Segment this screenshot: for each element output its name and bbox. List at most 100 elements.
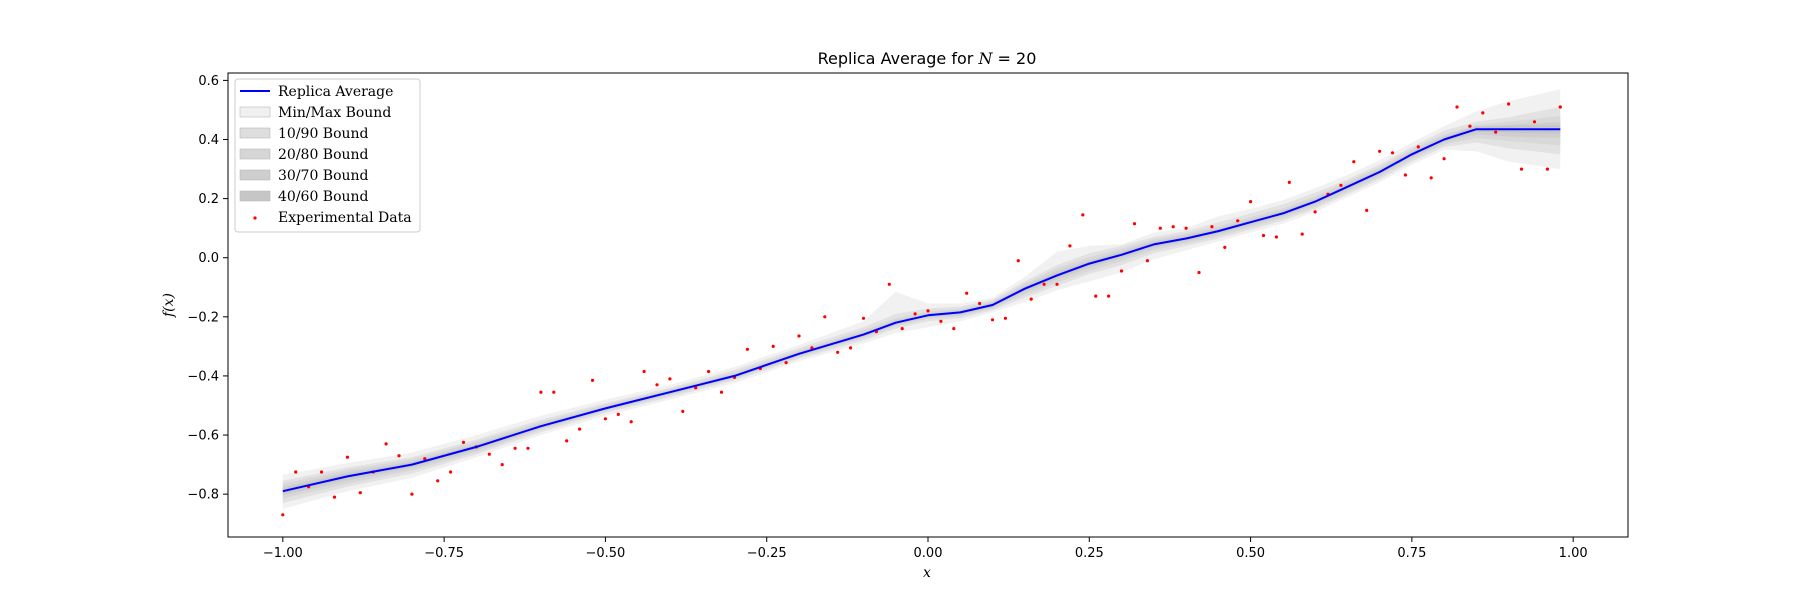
data-point	[887, 282, 891, 286]
data-point	[1197, 270, 1201, 275]
data-point	[1416, 145, 1420, 149]
legend-frame	[234, 78, 421, 233]
data-point	[771, 344, 775, 348]
x-tick-label: −1.00	[263, 546, 303, 561]
data-point	[603, 417, 608, 421]
data-point	[578, 427, 582, 431]
chart-title: Replica Average for N = 20	[818, 49, 1037, 68]
data-point	[358, 491, 362, 495]
data-point	[978, 301, 982, 306]
data-point	[1532, 120, 1537, 124]
y-axis-label: f(x)	[161, 293, 177, 318]
legend-30-70-bound-label: 30/70 Bound	[278, 168, 369, 184]
legend-replica-average-label: Replica Average	[278, 84, 393, 100]
replica-average-line	[282, 128, 1561, 493]
y-tick-label: −0.6	[187, 429, 219, 444]
x-tick-label: 0.75	[1397, 546, 1426, 561]
data-point	[952, 327, 956, 331]
data-point	[1287, 180, 1291, 184]
data-point	[423, 457, 427, 461]
data-point	[849, 346, 853, 350]
data-point	[1158, 226, 1162, 230]
y-tick-label: −0.8	[187, 488, 219, 503]
y-tick-label: 0.0	[198, 251, 219, 266]
data-point	[1545, 167, 1549, 171]
y-tick-label: 0.2	[198, 192, 219, 207]
x-tick-label: −0.75	[424, 546, 464, 561]
y-axis: −0.8 −0.6 −0.4 −0.2 0.0 0.2 0.4 0.6	[187, 74, 228, 503]
data-point	[861, 316, 866, 320]
data-point	[784, 361, 788, 365]
legend-min-max-bound-swatch	[239, 106, 271, 118]
data-point	[1261, 233, 1266, 238]
x-tick-label: 1.00	[1559, 546, 1588, 561]
data-point	[1442, 157, 1446, 161]
data-point	[461, 440, 466, 444]
legend-experimental-data-swatch	[253, 216, 257, 220]
data-point	[1378, 149, 1382, 153]
data-point	[332, 495, 337, 499]
band-20-80-bound	[282, 115, 1561, 499]
data-point	[719, 390, 724, 394]
legend-experimental-data-label: Experimental Data	[278, 210, 412, 226]
legend-30-70-bound-swatch	[239, 169, 271, 181]
x-tick-label: 0.00	[914, 546, 943, 561]
data-point	[1481, 111, 1485, 115]
data-point	[1107, 294, 1111, 298]
data-point	[449, 470, 453, 474]
data-point	[1042, 282, 1046, 286]
data-point	[965, 291, 969, 295]
data-point	[1068, 244, 1072, 248]
data-point	[655, 383, 659, 387]
data-point	[487, 452, 491, 456]
y-tick-label: 0.4	[198, 133, 219, 148]
data-point	[939, 319, 943, 323]
data-point	[1236, 219, 1240, 223]
data-point	[1210, 225, 1214, 229]
data-point	[1519, 167, 1524, 171]
data-point	[500, 463, 504, 467]
data-point	[1132, 222, 1137, 226]
data-point	[681, 409, 685, 413]
data-point	[913, 312, 917, 316]
data-point	[990, 318, 995, 322]
plot-area	[281, 89, 1562, 517]
data-point	[1494, 130, 1498, 134]
data-point	[1249, 200, 1253, 204]
x-tick-label: 0.50	[1236, 546, 1265, 561]
data-point	[797, 334, 801, 338]
data-point	[836, 350, 840, 354]
data-point	[668, 377, 672, 381]
data-point	[1365, 208, 1369, 212]
data-point	[1081, 213, 1085, 217]
data-point	[1558, 105, 1562, 109]
legend: Replica Average Min/Max Bound 10/90 Bound 2…	[234, 78, 421, 233]
data-point	[616, 412, 620, 416]
legend-10-90-bound-label: 10/90 Bound	[278, 126, 369, 142]
data-point	[926, 309, 930, 313]
y-tick-label: −0.4	[187, 369, 219, 384]
data-point	[281, 513, 285, 517]
x-axis-label: x	[923, 565, 931, 581]
data-point	[552, 390, 556, 394]
data-point	[1016, 259, 1020, 263]
x-tick-label: 0.25	[1075, 546, 1104, 561]
data-point	[1403, 173, 1407, 177]
data-point	[513, 446, 517, 450]
data-point	[1390, 151, 1395, 155]
data-point	[1029, 297, 1033, 301]
data-point	[1313, 210, 1317, 214]
legend-40-60-bound-swatch	[239, 190, 271, 202]
data-point	[539, 390, 543, 394]
data-point	[1003, 316, 1008, 320]
legend-20-80-bound-swatch	[239, 148, 271, 160]
y-tick-label: 0.6	[198, 74, 219, 89]
data-point	[384, 442, 388, 446]
data-point	[1119, 269, 1124, 273]
data-point	[436, 479, 440, 483]
data-point	[397, 454, 401, 458]
data-point	[745, 347, 750, 351]
x-axis: −1.00 −0.75 −0.50 −0.25 0.00 0.25 0.50 0.75 1.00	[263, 537, 1588, 561]
data-point	[1184, 226, 1188, 230]
x-tick-label: −0.50	[585, 546, 625, 561]
